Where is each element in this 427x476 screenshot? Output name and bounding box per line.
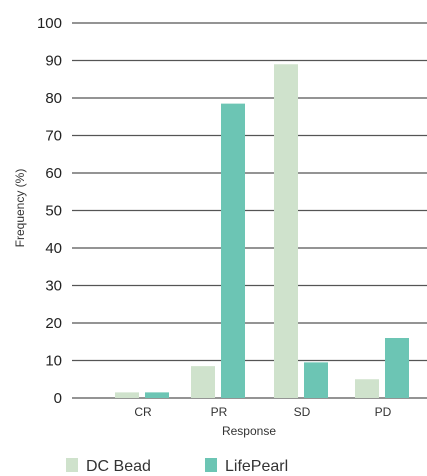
y-tick-labels: 0 10 20 30 40 50 60 70 80 90 100 xyxy=(37,15,62,407)
y-tick-label: 80 xyxy=(45,90,62,107)
gridlines xyxy=(72,22,427,399)
legend-swatch-lifepearl xyxy=(205,458,217,472)
y-tick-label: 30 xyxy=(45,278,62,295)
x-tick-labels: CR PR SD PD xyxy=(134,405,391,419)
y-tick-label: 40 xyxy=(45,240,62,257)
y-tick-label: 100 xyxy=(37,15,62,32)
x-tick-label: CR xyxy=(134,405,152,419)
bar-dc-bead-sd xyxy=(274,64,298,398)
bar-lifepearl-sd xyxy=(304,362,328,398)
legend-label: LifePearl xyxy=(225,458,288,475)
y-tick-label: 0 xyxy=(54,390,62,407)
legend: DC Bead LifePearl xyxy=(66,458,288,475)
y-tick-label: 10 xyxy=(45,353,62,370)
x-tick-label: PD xyxy=(375,405,392,419)
legend-label: DC Bead xyxy=(86,458,151,475)
bar-dc-bead-pd xyxy=(355,379,379,398)
y-tick-label: 60 xyxy=(45,165,62,182)
y-tick-label: 90 xyxy=(45,53,62,70)
x-axis-title: Response xyxy=(222,424,276,438)
y-tick-label: 70 xyxy=(45,128,62,145)
bar-dc-bead-cr xyxy=(115,392,139,398)
y-axis-title: Frequency (%) xyxy=(13,169,27,248)
y-tick-label: 20 xyxy=(45,315,62,332)
bar-dc-bead-pr xyxy=(191,366,215,398)
bar-lifepearl-pd xyxy=(385,338,409,398)
bar-lifepearl-pr xyxy=(221,103,245,398)
x-tick-label: PR xyxy=(211,405,228,419)
x-tick-label: SD xyxy=(294,405,311,419)
legend-swatch-dc-bead xyxy=(66,458,78,472)
bar-lifepearl-cr xyxy=(145,392,169,398)
bars xyxy=(115,64,409,398)
y-tick-label: 50 xyxy=(45,203,62,220)
